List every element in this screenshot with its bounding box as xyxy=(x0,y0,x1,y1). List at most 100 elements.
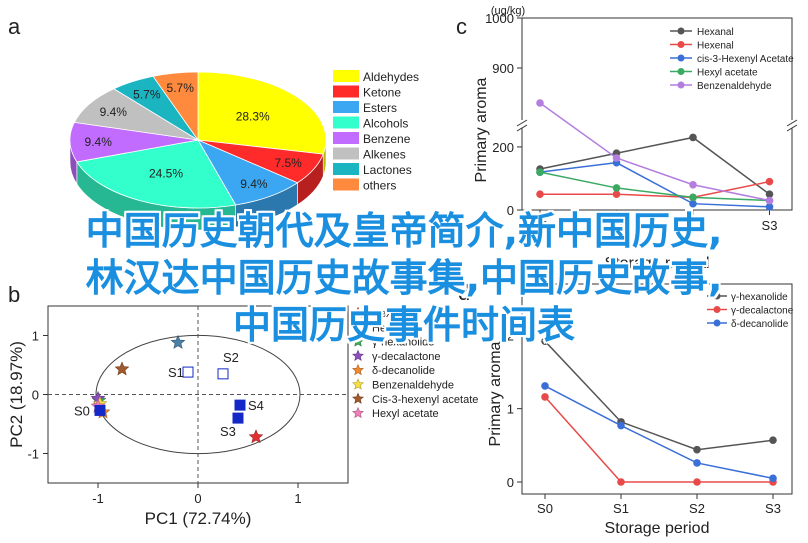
series-point xyxy=(765,177,774,186)
series-point xyxy=(689,180,697,189)
series-point xyxy=(689,193,697,202)
series-point xyxy=(612,154,621,162)
y-tick-label: 200 xyxy=(492,140,514,155)
x-tick-label: S1 xyxy=(613,501,629,516)
legend-label: γ-hexanolide xyxy=(372,337,434,349)
legend-label: Hexyl acetate xyxy=(697,68,758,79)
legend-label-aldehydes: Aldehydes xyxy=(363,70,419,84)
series-line--hexanolide xyxy=(544,340,774,451)
legend-swatch-alkenes xyxy=(333,147,359,160)
sample-label-s3: S3 xyxy=(220,424,236,439)
series-line-hexyl-acetate xyxy=(539,171,770,202)
line-chart-d: 0 1 2 S0 S1 S2 S3 Primary aroma Storage period γ-… xyxy=(487,283,794,537)
x-tick-label: S2 xyxy=(685,218,701,233)
legend-marker--decalactone xyxy=(352,349,364,361)
pie-slice-others xyxy=(152,71,199,142)
series-point xyxy=(689,133,697,142)
legend-swatch-lactones xyxy=(333,163,359,175)
sample-marker-s3 xyxy=(232,412,244,424)
legend-swatch-ketone xyxy=(333,85,359,98)
legend-label: γ-decalactone xyxy=(372,351,441,363)
series-point xyxy=(536,99,544,107)
y-axis-title: PC2 (18.97%) xyxy=(7,341,26,448)
legend-label-benzene: Benzene xyxy=(363,132,411,146)
legend-label: γ-hexanolide xyxy=(731,292,788,303)
series-point xyxy=(769,474,777,483)
series-point xyxy=(541,382,549,390)
x-axis-title: PC1 (72.74%) xyxy=(145,509,252,528)
x-tick-label: S1 xyxy=(609,218,625,233)
pie-label: 9.4% xyxy=(100,105,128,119)
legend-swatch-others xyxy=(333,178,359,191)
axis-break-mark-right xyxy=(786,119,798,132)
pca-biplot: -1 0 1 1 0 -1 PC1 (72.74%) PC2 (18.97%) S0 S1 S2 S3… xyxy=(7,305,478,528)
legend-marker-hexyl-acetate xyxy=(352,406,364,419)
series-line--decalactone xyxy=(544,396,773,483)
pie-chart: 28.3% 7.5% 9.4% 24.5% 9.4% 9.4% 5.7% 5.7% Aldehy… xyxy=(69,70,419,231)
legend-label: Hexanal xyxy=(697,27,734,38)
legend-label: Hexanal xyxy=(372,322,412,334)
legend-label-alkenes: Alkenes xyxy=(363,148,406,162)
legend-marker xyxy=(677,54,685,62)
sample-marker-s2 xyxy=(217,368,229,380)
pie-slice-alcohols xyxy=(76,139,237,209)
series-point xyxy=(765,190,774,199)
pie-slice-alkenes xyxy=(73,88,199,141)
sample-label-s2: S2 xyxy=(223,350,239,365)
sample-marker-s4 xyxy=(234,399,246,411)
series-line-hexenal xyxy=(540,180,770,199)
legend-swatch-alcohols xyxy=(333,116,359,129)
y-tick-label: 2 xyxy=(507,328,514,343)
plot-frame xyxy=(521,283,793,495)
panel-label-c: c xyxy=(456,14,467,39)
legend-swatch-esters xyxy=(333,101,359,113)
point-hexanal xyxy=(170,334,186,349)
y-tick-label: 0 xyxy=(507,203,514,218)
y-tick-label: 0 xyxy=(507,475,514,490)
series-point xyxy=(769,436,777,445)
panel-label-b: b xyxy=(8,282,20,307)
y-tick-label: 1 xyxy=(507,402,514,417)
legend-marker xyxy=(677,41,685,48)
series-point xyxy=(617,421,625,430)
legend-label-ketone: Ketone xyxy=(363,86,401,100)
pie-label: 9.4% xyxy=(240,177,268,191)
y-tick-label: 0 xyxy=(32,388,39,403)
legend-label-esters: Esters xyxy=(363,101,397,115)
y-tick-label: 1 xyxy=(32,329,39,344)
legend-marker-hexanol xyxy=(352,306,364,319)
legend-label: cis-3-Hexenyl Acetate xyxy=(697,54,794,65)
legend-label: δ-decanolide xyxy=(731,319,789,330)
axis-break-gap xyxy=(516,120,798,128)
pie-label: 28.3% xyxy=(236,109,270,123)
confidence-ellipse xyxy=(95,334,301,455)
y-tick-label: -1 xyxy=(27,447,39,462)
y-axis-title: Primary aroma xyxy=(473,77,490,182)
pie-slice-benzene xyxy=(69,121,199,163)
x-axis-title: Storage period xyxy=(605,520,710,537)
x-tick-label: S3 xyxy=(765,501,781,516)
series-point xyxy=(541,393,549,401)
series-point xyxy=(612,190,621,199)
series-line-cis-3-hexenyl-acetate xyxy=(539,161,770,208)
pie-label: 7.5% xyxy=(274,156,302,170)
legend-label: Cis-3-hexenyl acetate xyxy=(372,394,478,406)
legend-label-alcohols: Alcohols xyxy=(363,117,408,131)
legend-marker-benzenaldehyde xyxy=(352,378,364,390)
series-line-hexanal xyxy=(539,136,770,195)
legend-marker xyxy=(713,319,721,327)
pie-slice-aldehydes xyxy=(197,71,327,155)
legend-label-others: others xyxy=(363,179,396,193)
legend-marker--hexanolide xyxy=(352,335,364,347)
legend-label: δ-decanolide xyxy=(372,365,435,377)
series-point xyxy=(689,199,697,208)
legend-label: Hexenal xyxy=(697,41,734,52)
sample-label-s0: S0 xyxy=(74,403,90,418)
pie-label: 5.7% xyxy=(167,81,195,95)
legend-marker xyxy=(713,292,721,300)
pie-label: 5.7% xyxy=(133,87,161,101)
plot-frame xyxy=(521,17,793,211)
sample-label-s1: S1 xyxy=(168,365,184,380)
pie-slice-esters xyxy=(197,139,299,206)
